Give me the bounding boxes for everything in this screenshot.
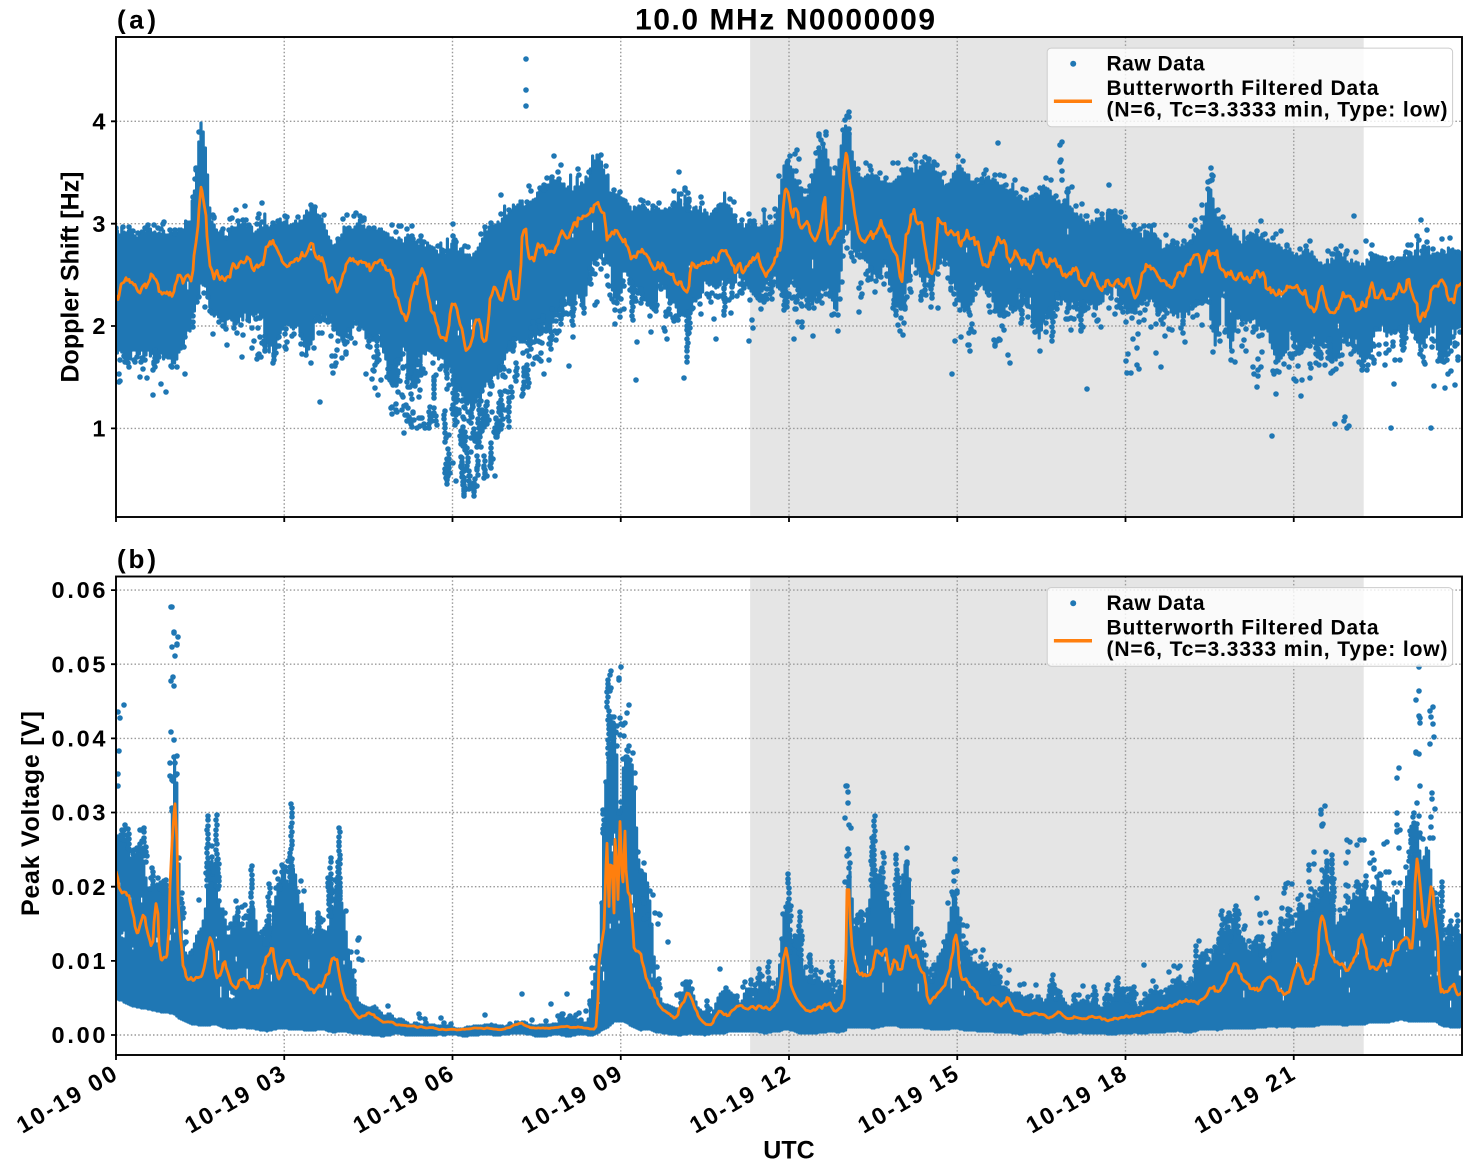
svg-text:0.01: 0.01 xyxy=(52,948,106,974)
svg-text:(a): (a) xyxy=(117,5,156,35)
svg-text:10.0 MHz N0000009: 10.0 MHz N0000009 xyxy=(635,4,935,37)
svg-text:0.04: 0.04 xyxy=(52,726,106,752)
svg-text:UTC: UTC xyxy=(763,1137,814,1165)
svg-text:2: 2 xyxy=(92,313,105,339)
svg-text:Butterworth Filtered Data: Butterworth Filtered Data xyxy=(1107,77,1379,100)
svg-text:Butterworth Filtered Data: Butterworth Filtered Data xyxy=(1107,617,1379,640)
svg-text:Doppler Shift [Hz]: Doppler Shift [Hz] xyxy=(57,172,85,383)
svg-text:0.03: 0.03 xyxy=(52,800,106,826)
svg-text:0.02: 0.02 xyxy=(52,874,106,900)
svg-text:1: 1 xyxy=(92,416,105,442)
svg-text:Raw Data: Raw Data xyxy=(1107,592,1205,615)
svg-text:3: 3 xyxy=(92,211,105,237)
svg-text:4: 4 xyxy=(92,108,105,134)
svg-text:(b): (b) xyxy=(117,544,156,574)
svg-text:Peak Voltage [V]: Peak Voltage [V] xyxy=(17,711,45,916)
svg-text:0.00: 0.00 xyxy=(52,1022,106,1048)
svg-text:0.05: 0.05 xyxy=(52,651,106,677)
svg-text:(N=6, Tc=3.3333 min, Type: low: (N=6, Tc=3.3333 min, Type: low) xyxy=(1107,638,1448,661)
svg-text:(N=6, Tc=3.3333 min, Type: low: (N=6, Tc=3.3333 min, Type: low) xyxy=(1107,99,1448,122)
svg-text:Raw Data: Raw Data xyxy=(1107,52,1205,75)
svg-text:0.06: 0.06 xyxy=(52,577,106,603)
